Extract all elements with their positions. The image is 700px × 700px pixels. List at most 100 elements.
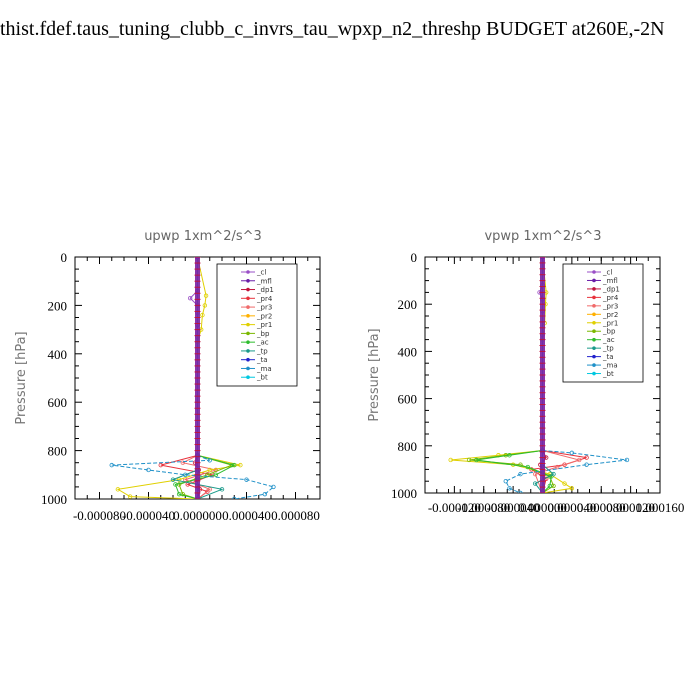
series-point-ac [474, 457, 479, 463]
legend-marker-ac [592, 337, 596, 342]
series-point-pr1 [238, 462, 243, 468]
series-line-bp [469, 450, 555, 493]
series-line-pr3 [534, 450, 582, 493]
y-tick-label: 200 [398, 297, 418, 312]
legend-marker-pr4 [246, 296, 250, 301]
legend: _cl_mfl_dp1_pr4_pr3_pr2_pr1_bp_ac_tp_ta_… [216, 263, 298, 387]
series-point-ma [232, 496, 237, 499]
series-point-ma [503, 479, 508, 484]
y-tick-label: 1000 [391, 486, 417, 501]
series-point-pr1 [207, 467, 212, 473]
legend-marker-ta [246, 357, 250, 362]
legend-marker-bt [592, 371, 596, 376]
x-tick-label: -0.000040 [487, 500, 540, 515]
x-tick-label: 0.000000 [518, 500, 567, 515]
series-point-ma [109, 462, 114, 468]
legend-marker-dp1 [246, 287, 250, 292]
series-point-tp [219, 487, 225, 492]
y-tick-label: 800 [48, 444, 68, 459]
legend-marker-pr4 [592, 295, 596, 300]
legend-marker-mfl [246, 278, 250, 283]
series-point-pr1 [127, 494, 133, 499]
legend-label-tp: _tp [602, 345, 614, 353]
legend-label-pr4: _pr4 [256, 295, 273, 303]
series-point-ac [173, 482, 178, 487]
legend-label-dp1: _dp1 [256, 286, 274, 294]
series-point-pr1 [202, 303, 208, 308]
legend-label-mfl: _mfl [256, 277, 272, 285]
x-tick-label: 0.000080 [271, 508, 320, 523]
legend-label-pr1: _pr1 [256, 321, 272, 329]
series-point-ac [525, 464, 531, 470]
legend-label-cl: _cl [602, 269, 612, 277]
legend-label-bt: _bt [256, 374, 268, 382]
legend-marker-tp [246, 349, 250, 353]
series-point-tp [170, 477, 176, 482]
legend-marker-mfl [592, 278, 596, 283]
x-tick-label: -0.000120 [428, 500, 481, 515]
series-point-pr4 [562, 462, 567, 467]
legend-marker-ma [592, 363, 596, 367]
legend-label-ta: _ta [602, 353, 614, 361]
legend-label-pr2: _pr2 [256, 312, 272, 320]
series-point-ma [507, 486, 512, 491]
y-tick-label: 400 [398, 344, 418, 359]
series-line-pr1 [450, 257, 574, 493]
series-line-ac [476, 450, 552, 493]
legend-marker-cl [246, 270, 250, 274]
legend-marker-pr2 [592, 312, 596, 317]
chart-title: vpwp 1xm^2/s^3 [484, 229, 601, 244]
page-title: thist.fdef.taus_tuning_clubb_c_invrs_tau… [0, 18, 665, 40]
chart-panel-1: upwp 1xm^2/s^3 Pressure [hPa] 0 200 400 600 80… [14, 229, 321, 523]
series-point-pr1 [200, 312, 205, 318]
legend-marker-pr3 [246, 305, 250, 309]
series-group [448, 257, 630, 493]
legend-label-bp: _bp [602, 328, 616, 336]
legend-marker-tp [592, 346, 596, 350]
series-point-ma [569, 450, 575, 456]
x-tick-label: -0.000080 [73, 508, 126, 523]
y-tick-label: 0 [411, 250, 418, 265]
x-tick-label: 0.000040 [222, 508, 271, 523]
series-group [109, 257, 276, 499]
legend-label-pr2: _pr2 [602, 311, 618, 319]
series-point-pr1 [176, 477, 182, 482]
x-tick-label: -0.000040 [122, 508, 175, 523]
series-line-ma [111, 454, 275, 499]
series-point-tp [551, 471, 556, 477]
series-point-ma [146, 467, 151, 473]
y-tick-label: 0 [61, 250, 68, 265]
legend-marker-pr1 [246, 322, 250, 327]
series-point-pr3 [207, 487, 212, 492]
series-point-ma [183, 472, 188, 477]
y-axis-label: Pressure [hPa] [367, 328, 382, 421]
series-point-ac [213, 472, 219, 477]
legend-label-pr4: _pr4 [602, 294, 619, 302]
series-point-pr4 [584, 455, 589, 460]
series-point-cl [187, 295, 193, 301]
series-line-ma [505, 450, 628, 493]
legend-marker-ac [246, 340, 250, 344]
y-tick-label: 600 [398, 392, 418, 407]
legend-marker-bp [246, 331, 250, 336]
series-line-pr4 [530, 450, 587, 493]
legend-label-ac: _ac [256, 339, 269, 347]
y-tick-label: 600 [48, 395, 68, 410]
y-tick-label: 400 [48, 347, 68, 362]
series-point-pr3 [577, 457, 582, 463]
legend-label-dp1: _dp1 [602, 285, 620, 293]
series-point-ac [176, 491, 182, 497]
legend-marker-bp [592, 329, 596, 334]
legend-label-pr3: _pr3 [256, 304, 272, 312]
legend-marker-pr1 [592, 320, 596, 325]
legend-label-cl: _cl [256, 269, 266, 277]
legend-label-ma: _ma [602, 362, 618, 370]
legend-label-bt: _bt [602, 370, 614, 378]
series-point-pr4 [158, 462, 163, 468]
legend-marker-dp1 [592, 287, 596, 291]
legend-box [562, 263, 644, 383]
series-point-bp [466, 457, 472, 463]
legend-marker-pr2 [246, 314, 250, 318]
series-point-pr1 [569, 486, 575, 491]
